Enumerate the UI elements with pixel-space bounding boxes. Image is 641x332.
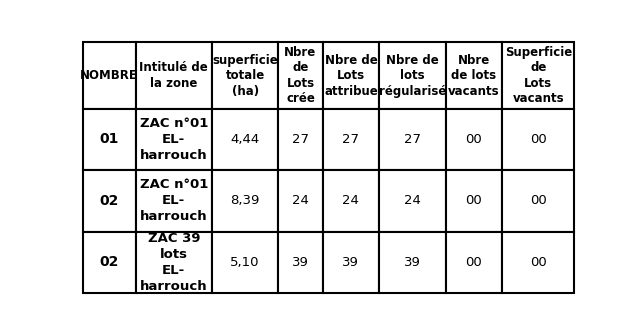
Bar	[379, 42, 445, 109]
Text: 5,10: 5,10	[230, 256, 260, 269]
Bar	[445, 170, 502, 231]
Bar	[212, 231, 278, 293]
Bar	[83, 231, 136, 293]
Text: 01: 01	[99, 132, 119, 146]
Text: 00: 00	[465, 194, 482, 208]
Bar	[212, 109, 278, 170]
Bar	[83, 42, 136, 109]
Bar	[322, 231, 379, 293]
Bar	[278, 42, 322, 109]
Text: 02: 02	[99, 255, 119, 269]
Text: 4,44: 4,44	[231, 133, 260, 146]
Text: 39: 39	[342, 256, 360, 269]
Text: superficie
totale
(ha): superficie totale (ha)	[212, 53, 278, 98]
Text: 27: 27	[342, 133, 360, 146]
Bar	[502, 231, 574, 293]
Text: 24: 24	[292, 194, 309, 208]
Bar	[502, 42, 574, 109]
Text: 24: 24	[342, 194, 360, 208]
Text: 27: 27	[404, 133, 421, 146]
Text: Nbre de
Lots
attribue: Nbre de Lots attribue	[324, 53, 378, 98]
Bar	[278, 231, 322, 293]
Bar	[212, 170, 278, 231]
Text: 00: 00	[530, 133, 547, 146]
Bar	[278, 109, 322, 170]
Bar	[136, 170, 212, 231]
Text: Nbre
de
Lots
crée: Nbre de Lots crée	[285, 46, 317, 105]
Bar	[322, 42, 379, 109]
Text: 39: 39	[404, 256, 420, 269]
Bar	[445, 109, 502, 170]
Text: Intitulé de
la zone: Intitulé de la zone	[140, 61, 208, 90]
Bar	[136, 109, 212, 170]
Bar	[502, 170, 574, 231]
Text: Superficie
de
Lots
vacants: Superficie de Lots vacants	[504, 46, 572, 105]
Bar	[136, 42, 212, 109]
Bar	[136, 231, 212, 293]
Text: 27: 27	[292, 133, 309, 146]
Bar	[445, 42, 502, 109]
Text: 00: 00	[530, 194, 547, 208]
Bar	[278, 170, 322, 231]
Text: 00: 00	[530, 256, 547, 269]
Text: 02: 02	[99, 194, 119, 208]
Text: 24: 24	[404, 194, 420, 208]
Text: 8,39: 8,39	[231, 194, 260, 208]
Text: NOMBRE: NOMBRE	[80, 69, 138, 82]
Bar	[445, 231, 502, 293]
Text: ZAC 39
lots
EL-
harrouch: ZAC 39 lots EL- harrouch	[140, 232, 208, 293]
Text: 00: 00	[465, 133, 482, 146]
Text: Nbre de
lots
régularisé: Nbre de lots régularisé	[379, 53, 446, 98]
Bar	[83, 109, 136, 170]
Text: ZAC n°01
EL-
harrouch: ZAC n°01 EL- harrouch	[140, 178, 208, 223]
Bar	[379, 170, 445, 231]
Bar	[322, 170, 379, 231]
Text: ZAC n°01
EL-
harrouch: ZAC n°01 EL- harrouch	[140, 117, 208, 162]
Bar	[212, 42, 278, 109]
Text: 00: 00	[465, 256, 482, 269]
Bar	[379, 109, 445, 170]
Text: Nbre
de lots
vacants: Nbre de lots vacants	[448, 53, 499, 98]
Bar	[322, 109, 379, 170]
Bar	[379, 231, 445, 293]
Bar	[502, 109, 574, 170]
Bar	[83, 170, 136, 231]
Text: 39: 39	[292, 256, 309, 269]
